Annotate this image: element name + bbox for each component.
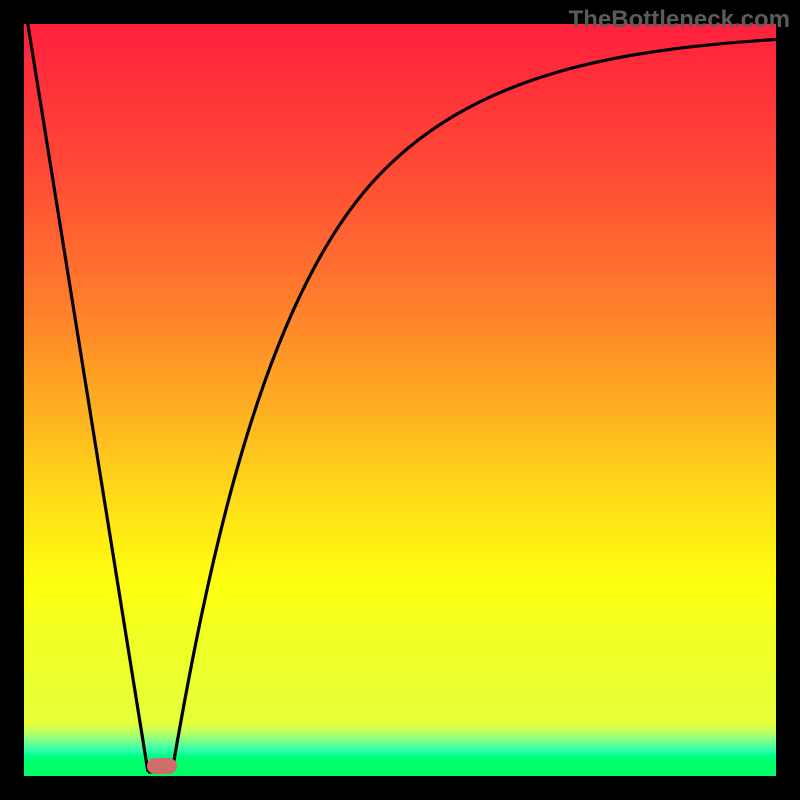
watermark-text: TheBottleneck.com xyxy=(569,6,790,34)
bottleneck-marker xyxy=(147,758,177,774)
right-curve-path xyxy=(172,38,800,772)
chart-curves xyxy=(0,0,800,800)
chart-root: TheBottleneck.com xyxy=(0,0,800,800)
left-curve-line xyxy=(24,0,148,772)
